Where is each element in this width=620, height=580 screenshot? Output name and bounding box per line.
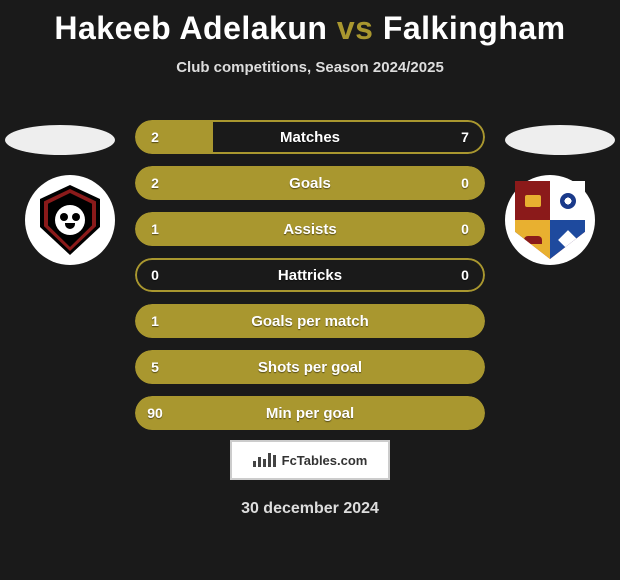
- stat-label: Min per goal: [175, 405, 445, 422]
- stat-left-value: 5: [135, 359, 175, 375]
- stat-right-value: 0: [445, 221, 485, 237]
- chart-icon: [253, 453, 276, 467]
- stat-label: Goals: [175, 175, 445, 192]
- player1-club-badge: [25, 175, 115, 265]
- stats-container: 2Matches72Goals01Assists00Hattricks01Goa…: [135, 120, 485, 442]
- stat-right-value: 0: [445, 175, 485, 191]
- stat-row: 2Matches7: [135, 120, 485, 154]
- stat-left-value: 1: [135, 221, 175, 237]
- stat-right-value: 7: [445, 129, 485, 145]
- stat-row: 5Shots per goal: [135, 350, 485, 384]
- date-label: 30 december 2024: [0, 500, 620, 518]
- stat-label: Shots per goal: [175, 359, 445, 376]
- club-crest-salford-icon: [40, 185, 100, 255]
- comparison-title: Hakeeb Adelakun vs Falkingham: [0, 0, 620, 47]
- stat-left-value: 2: [135, 129, 175, 145]
- stat-row: 2Goals0: [135, 166, 485, 200]
- stat-left-value: 0: [135, 267, 175, 283]
- stat-row: 1Goals per match: [135, 304, 485, 338]
- stat-left-value: 1: [135, 313, 175, 329]
- player2-photo-placeholder: [505, 125, 615, 155]
- stat-label: Assists: [175, 221, 445, 238]
- stat-row: 90Min per goal: [135, 396, 485, 430]
- subtitle: Club competitions, Season 2024/2025: [0, 59, 620, 76]
- stat-row: 1Assists0: [135, 212, 485, 246]
- player2-name: Falkingham: [383, 10, 566, 46]
- player2-club-badge: [505, 175, 595, 265]
- stat-label: Goals per match: [175, 313, 445, 330]
- stat-row: 0Hattricks0: [135, 258, 485, 292]
- stat-right-value: 0: [445, 267, 485, 283]
- player1-photo-placeholder: [5, 125, 115, 155]
- vs-label: vs: [337, 10, 374, 46]
- club-crest-harrogate-icon: [515, 181, 585, 259]
- brand-text: FcTables.com: [282, 453, 368, 468]
- stat-label: Matches: [175, 129, 445, 146]
- stat-left-value: 90: [135, 405, 175, 421]
- stat-label: Hattricks: [175, 267, 445, 284]
- stat-left-value: 2: [135, 175, 175, 191]
- player1-name: Hakeeb Adelakun: [54, 10, 327, 46]
- fctables-logo: FcTables.com: [230, 440, 390, 480]
